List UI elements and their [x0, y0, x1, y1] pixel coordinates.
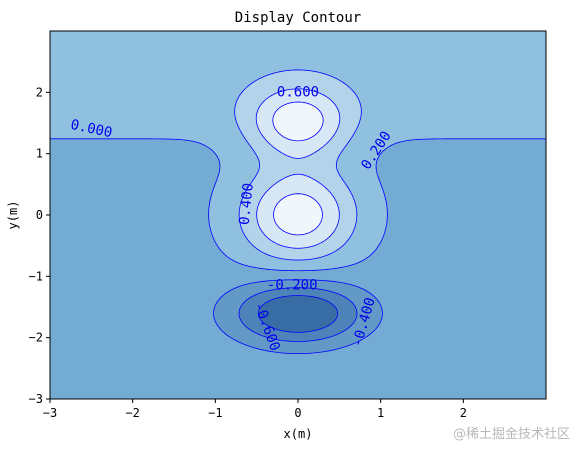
y-tick-label: −3 [29, 392, 43, 406]
contour-line-0_6 [272, 101, 324, 236]
contour-line--0_4 [238, 287, 358, 342]
y-tick-label: −1 [29, 269, 43, 283]
x-tick-label: −2 [125, 406, 139, 420]
y-axis-ticks: −3 −2 −1 0 1 2 [29, 85, 50, 406]
y-axis-label: y(m) [6, 201, 20, 230]
contour-label: -0.200 [267, 278, 318, 294]
x-axis-label: x(m) [284, 427, 313, 441]
contour-label: 0.600 [277, 84, 319, 100]
x-tick-label: 2 [460, 406, 467, 420]
y-tick-label: 2 [36, 85, 43, 99]
x-tick-label: 1 [377, 406, 384, 420]
y-tick-label: 0 [36, 208, 43, 222]
contour-line--0_2 [213, 279, 383, 355]
x-tick-label: −3 [43, 406, 57, 420]
contour-line--0_6 [257, 295, 339, 333]
contour-label: 0.400 [237, 182, 257, 226]
contour-lines [50, 69, 546, 355]
contour-fill [50, 31, 546, 399]
watermark: @稀土掘金技术社区 [452, 427, 570, 442]
contour-line-0_2 [234, 69, 362, 261]
contour-line-0_4 [255, 88, 341, 249]
chart-title: Display Contour [235, 10, 361, 26]
contour-line-0 [50, 138, 546, 272]
x-tick-label: 0 [294, 406, 301, 420]
y-tick-label: 1 [36, 147, 43, 161]
x-tick-label: −1 [208, 406, 222, 420]
x-axis-ticks: −3 −2 −1 0 1 2 [43, 399, 467, 420]
y-tick-label: −2 [29, 331, 43, 345]
